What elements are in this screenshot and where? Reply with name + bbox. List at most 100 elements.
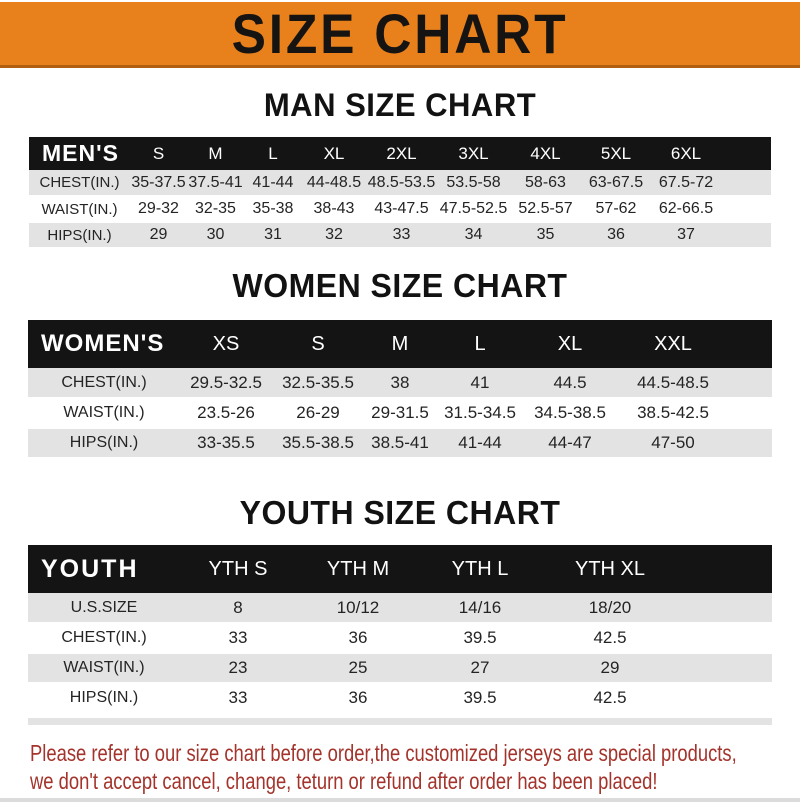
size-value: 33-35.5 <box>180 428 272 459</box>
size-column-header: XL <box>302 137 366 170</box>
size-value: 31.5-34.5 <box>436 398 524 429</box>
size-value: 47-50 <box>616 428 730 459</box>
row-spacer <box>680 593 772 624</box>
size-chart-banner: SIZE CHART <box>0 2 800 68</box>
size-value: 35 <box>510 222 581 249</box>
size-value: 39.5 <box>420 623 540 654</box>
size-column-header: XS <box>180 320 272 368</box>
size-value: 36 <box>581 222 651 249</box>
size-value: 37 <box>651 222 721 249</box>
table-row: CHEST(IN.) 33 36 39.5 42.5 <box>28 623 772 654</box>
header-row: MEN'S S M L XL 2XL 3XL 4XL 5XL 6XL <box>29 137 771 170</box>
size-column-header: L <box>244 137 302 170</box>
size-value: 26-29 <box>272 398 364 429</box>
size-value: 8 <box>180 593 296 624</box>
size-value: 18/20 <box>540 593 680 624</box>
measure-row-label: WAIST(IN.) <box>28 653 180 684</box>
size-value: 47.5-52.5 <box>437 196 510 223</box>
row-spacer <box>680 683 772 714</box>
size-value: 35-38 <box>244 196 302 223</box>
size-column-header: 2XL <box>366 137 437 170</box>
size-value: 39.5 <box>420 683 540 714</box>
table-row: HIPS(IN.) 33-35.5 35.5-38.5 38.5-41 41-44 44-… <box>28 428 772 459</box>
size-column-header: 4XL <box>510 137 581 170</box>
size-value: 41 <box>436 368 524 399</box>
size-column-header: M <box>364 320 436 368</box>
size-value: 33 <box>180 623 296 654</box>
size-column-header: YTH XL <box>540 545 680 593</box>
size-column-header: XXL <box>616 320 730 368</box>
row-spacer <box>730 398 772 429</box>
table-row: HIPS(IN.) 29 30 31 32 33 34 35 36 37 <box>29 222 771 249</box>
size-value: 63-67.5 <box>581 170 651 197</box>
table-row: U.S.SIZE 8 10/12 14/16 18/20 <box>28 593 772 624</box>
header-spacer <box>721 137 771 170</box>
size-value: 33 <box>366 222 437 249</box>
size-column-header: S <box>272 320 364 368</box>
size-value: 32 <box>302 222 366 249</box>
size-value: 34.5-38.5 <box>524 398 616 429</box>
size-value: 14/16 <box>420 593 540 624</box>
header-spacer <box>680 545 772 593</box>
measure-row-label: HIPS(IN.) <box>28 683 180 714</box>
measure-row-label: HIPS(IN.) <box>28 428 180 459</box>
size-value: 44-48.5 <box>302 170 366 197</box>
size-value: 36 <box>296 623 420 654</box>
size-value: 44.5-48.5 <box>616 368 730 399</box>
size-column-header: S <box>130 137 187 170</box>
size-value: 34 <box>437 222 510 249</box>
men-section-heading: MAN SIZE CHART <box>263 87 537 123</box>
table-row: WAIST(IN.) 23 25 27 29 <box>28 653 772 684</box>
size-value: 27 <box>420 653 540 684</box>
measure-row-label: WAIST(IN.) <box>29 196 130 223</box>
measure-row-label: WAIST(IN.) <box>28 398 180 429</box>
table-corner-label: MEN'S <box>29 137 130 170</box>
size-column-header: YTH M <box>296 545 420 593</box>
youth-table-bottom-strip <box>28 718 772 725</box>
size-value: 52.5-57 <box>510 196 581 223</box>
youth-size-table: YOUTH YTH S YTH M YTH L YTH XL U.S.SIZE 8 10/12… <box>28 545 772 714</box>
youth-section-heading: YOUTH SIZE CHART <box>239 494 561 531</box>
size-value: 44.5 <box>524 368 616 399</box>
page-bottom-edge <box>0 798 800 802</box>
women-section-heading: WOMEN SIZE CHART <box>232 267 568 304</box>
size-value: 38-43 <box>302 196 366 223</box>
size-value: 25 <box>296 653 420 684</box>
size-value: 10/12 <box>296 593 420 624</box>
size-value: 29-32 <box>130 196 187 223</box>
table-corner-label: YOUTH <box>28 545 180 593</box>
men-size-table: MEN'S S M L XL 2XL 3XL 4XL 5XL 6XL CHEST(IN.) 35-37… <box>29 137 771 249</box>
page-title: SIZE CHART <box>231 2 569 65</box>
row-spacer <box>730 368 772 399</box>
header-row: YOUTH YTH S YTH M YTH L YTH XL <box>28 545 772 593</box>
size-value: 29.5-32.5 <box>180 368 272 399</box>
table-row: HIPS(IN.) 33 36 39.5 42.5 <box>28 683 772 714</box>
size-value: 29 <box>540 653 680 684</box>
size-value: 30 <box>187 222 244 249</box>
table-row: WAIST(IN.) 29-32 32-35 35-38 38-43 43-47.5 47.… <box>29 196 771 223</box>
size-value: 29 <box>130 222 187 249</box>
table-row: CHEST(IN.) 29.5-32.5 32.5-35.5 38 41 44.5 44.5… <box>28 368 772 399</box>
size-value: 35.5-38.5 <box>272 428 364 459</box>
size-column-header: L <box>436 320 524 368</box>
size-value: 43-47.5 <box>366 196 437 223</box>
measure-row-label: CHEST(IN.) <box>29 170 130 197</box>
measure-row-label: HIPS(IN.) <box>29 222 130 249</box>
size-value: 32.5-35.5 <box>272 368 364 399</box>
size-value: 38.5-41 <box>364 428 436 459</box>
size-column-header: YTH S <box>180 545 296 593</box>
size-value: 58-63 <box>510 170 581 197</box>
size-value: 38 <box>364 368 436 399</box>
size-value: 33 <box>180 683 296 714</box>
measure-row-label: CHEST(IN.) <box>28 623 180 654</box>
size-value: 29-31.5 <box>364 398 436 429</box>
size-value: 38.5-42.5 <box>616 398 730 429</box>
size-value: 41-44 <box>436 428 524 459</box>
footer-note-line1: Please refer to our size chart before or… <box>30 740 737 766</box>
size-column-header: XL <box>524 320 616 368</box>
size-value: 48.5-53.5 <box>366 170 437 197</box>
size-value: 57-62 <box>581 196 651 223</box>
row-spacer <box>721 170 771 197</box>
size-value: 37.5-41 <box>187 170 244 197</box>
size-value: 42.5 <box>540 683 680 714</box>
